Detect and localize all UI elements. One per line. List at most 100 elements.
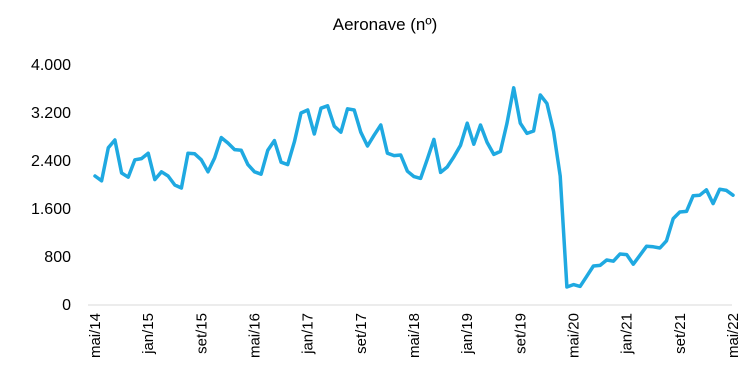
chart-title: Aeronave (nº) [333, 15, 437, 34]
data-point [413, 175, 416, 178]
data-point [559, 175, 562, 178]
x-tick-label: mai/18 [406, 313, 423, 358]
data-point [379, 124, 382, 127]
data-point [399, 154, 402, 157]
data-point [552, 130, 555, 133]
data-point [658, 247, 661, 250]
data-point [293, 140, 296, 143]
data-point [652, 245, 655, 248]
data-point [692, 194, 695, 197]
y-tick-label: 0 [62, 297, 71, 314]
data-point [466, 122, 469, 125]
data-point [632, 263, 635, 266]
data-point [712, 202, 715, 205]
data-point [386, 152, 389, 155]
data-point [506, 122, 509, 125]
data-point [353, 109, 356, 112]
data-point [127, 176, 130, 179]
data-point [579, 285, 582, 288]
data-point [685, 210, 688, 213]
data-point [100, 179, 103, 182]
data-point [619, 253, 622, 256]
data-point [140, 157, 143, 160]
x-axis-tick-labels: mai/14 jan/15 set/15 mai/16 jan/17 set/17 mai/… [87, 313, 742, 358]
x-tick-label: set/15 [193, 313, 210, 354]
data-point [280, 161, 283, 164]
data-point [678, 211, 681, 214]
data-point [240, 149, 243, 152]
data-point [526, 132, 529, 135]
data-point [260, 173, 263, 176]
x-tick-label: mai/20 [566, 313, 583, 358]
data-point [120, 172, 123, 175]
data-point [373, 134, 376, 137]
data-point [220, 136, 223, 139]
y-axis-tick-labels: 0 800 1.600 2.400 3.200 4.000 [31, 57, 71, 314]
data-point [226, 142, 229, 145]
data-point [246, 163, 249, 166]
data-point [452, 155, 455, 158]
x-tick-label: jan/21 [619, 313, 636, 355]
data-point [160, 170, 163, 173]
x-tick-label: mai/16 [247, 313, 264, 358]
data-point [645, 245, 648, 248]
data-point [346, 107, 349, 110]
data-point [492, 153, 495, 156]
y-tick-label: 2.400 [31, 153, 71, 170]
x-tick-label: mai/14 [87, 313, 104, 358]
y-tick-label: 3.200 [31, 105, 71, 122]
data-point [419, 177, 422, 180]
data-point [519, 122, 522, 125]
x-tick-label: set/19 [512, 313, 529, 354]
data-point [320, 107, 323, 110]
data-point [153, 178, 156, 181]
data-point [665, 239, 668, 242]
data-point [393, 154, 396, 157]
data-point [180, 187, 183, 190]
data-point [565, 286, 568, 289]
data-point [300, 112, 303, 115]
data-point [306, 109, 309, 112]
data-point [173, 184, 176, 187]
data-point [605, 259, 608, 262]
data-point [432, 138, 435, 141]
data-point [213, 157, 216, 160]
data-point [193, 152, 196, 155]
data-point [286, 163, 289, 166]
data-point [207, 170, 210, 173]
data-point [459, 144, 462, 147]
data-point [592, 265, 595, 268]
series-line [93, 86, 735, 289]
data-point [359, 131, 362, 134]
x-tick-label: mai/22 [725, 313, 742, 358]
x-tick-label: set/21 [672, 313, 689, 354]
y-tick-label: 4.000 [31, 57, 71, 74]
x-tick-label: jan/17 [300, 313, 317, 355]
data-point [705, 188, 708, 191]
data-point [718, 188, 721, 191]
data-point [532, 130, 535, 133]
data-point [147, 152, 150, 155]
x-tick-label: jan/15 [140, 313, 157, 355]
data-point [313, 133, 316, 136]
y-tick-label: 1.600 [31, 201, 71, 218]
data-point [113, 139, 116, 142]
data-point [639, 254, 642, 257]
data-point [439, 171, 442, 174]
data-point [187, 152, 190, 155]
data-point [725, 189, 728, 192]
data-point [266, 149, 269, 152]
data-point [499, 150, 502, 153]
data-point [545, 102, 548, 105]
data-point [133, 158, 136, 161]
data-point [94, 175, 97, 178]
y-tick-label: 800 [44, 249, 71, 266]
data-point [599, 264, 602, 267]
data-point [200, 158, 203, 161]
data-point [698, 194, 701, 197]
data-point [233, 148, 236, 151]
data-point [273, 139, 276, 142]
data-point [625, 253, 628, 256]
data-point [339, 131, 342, 134]
